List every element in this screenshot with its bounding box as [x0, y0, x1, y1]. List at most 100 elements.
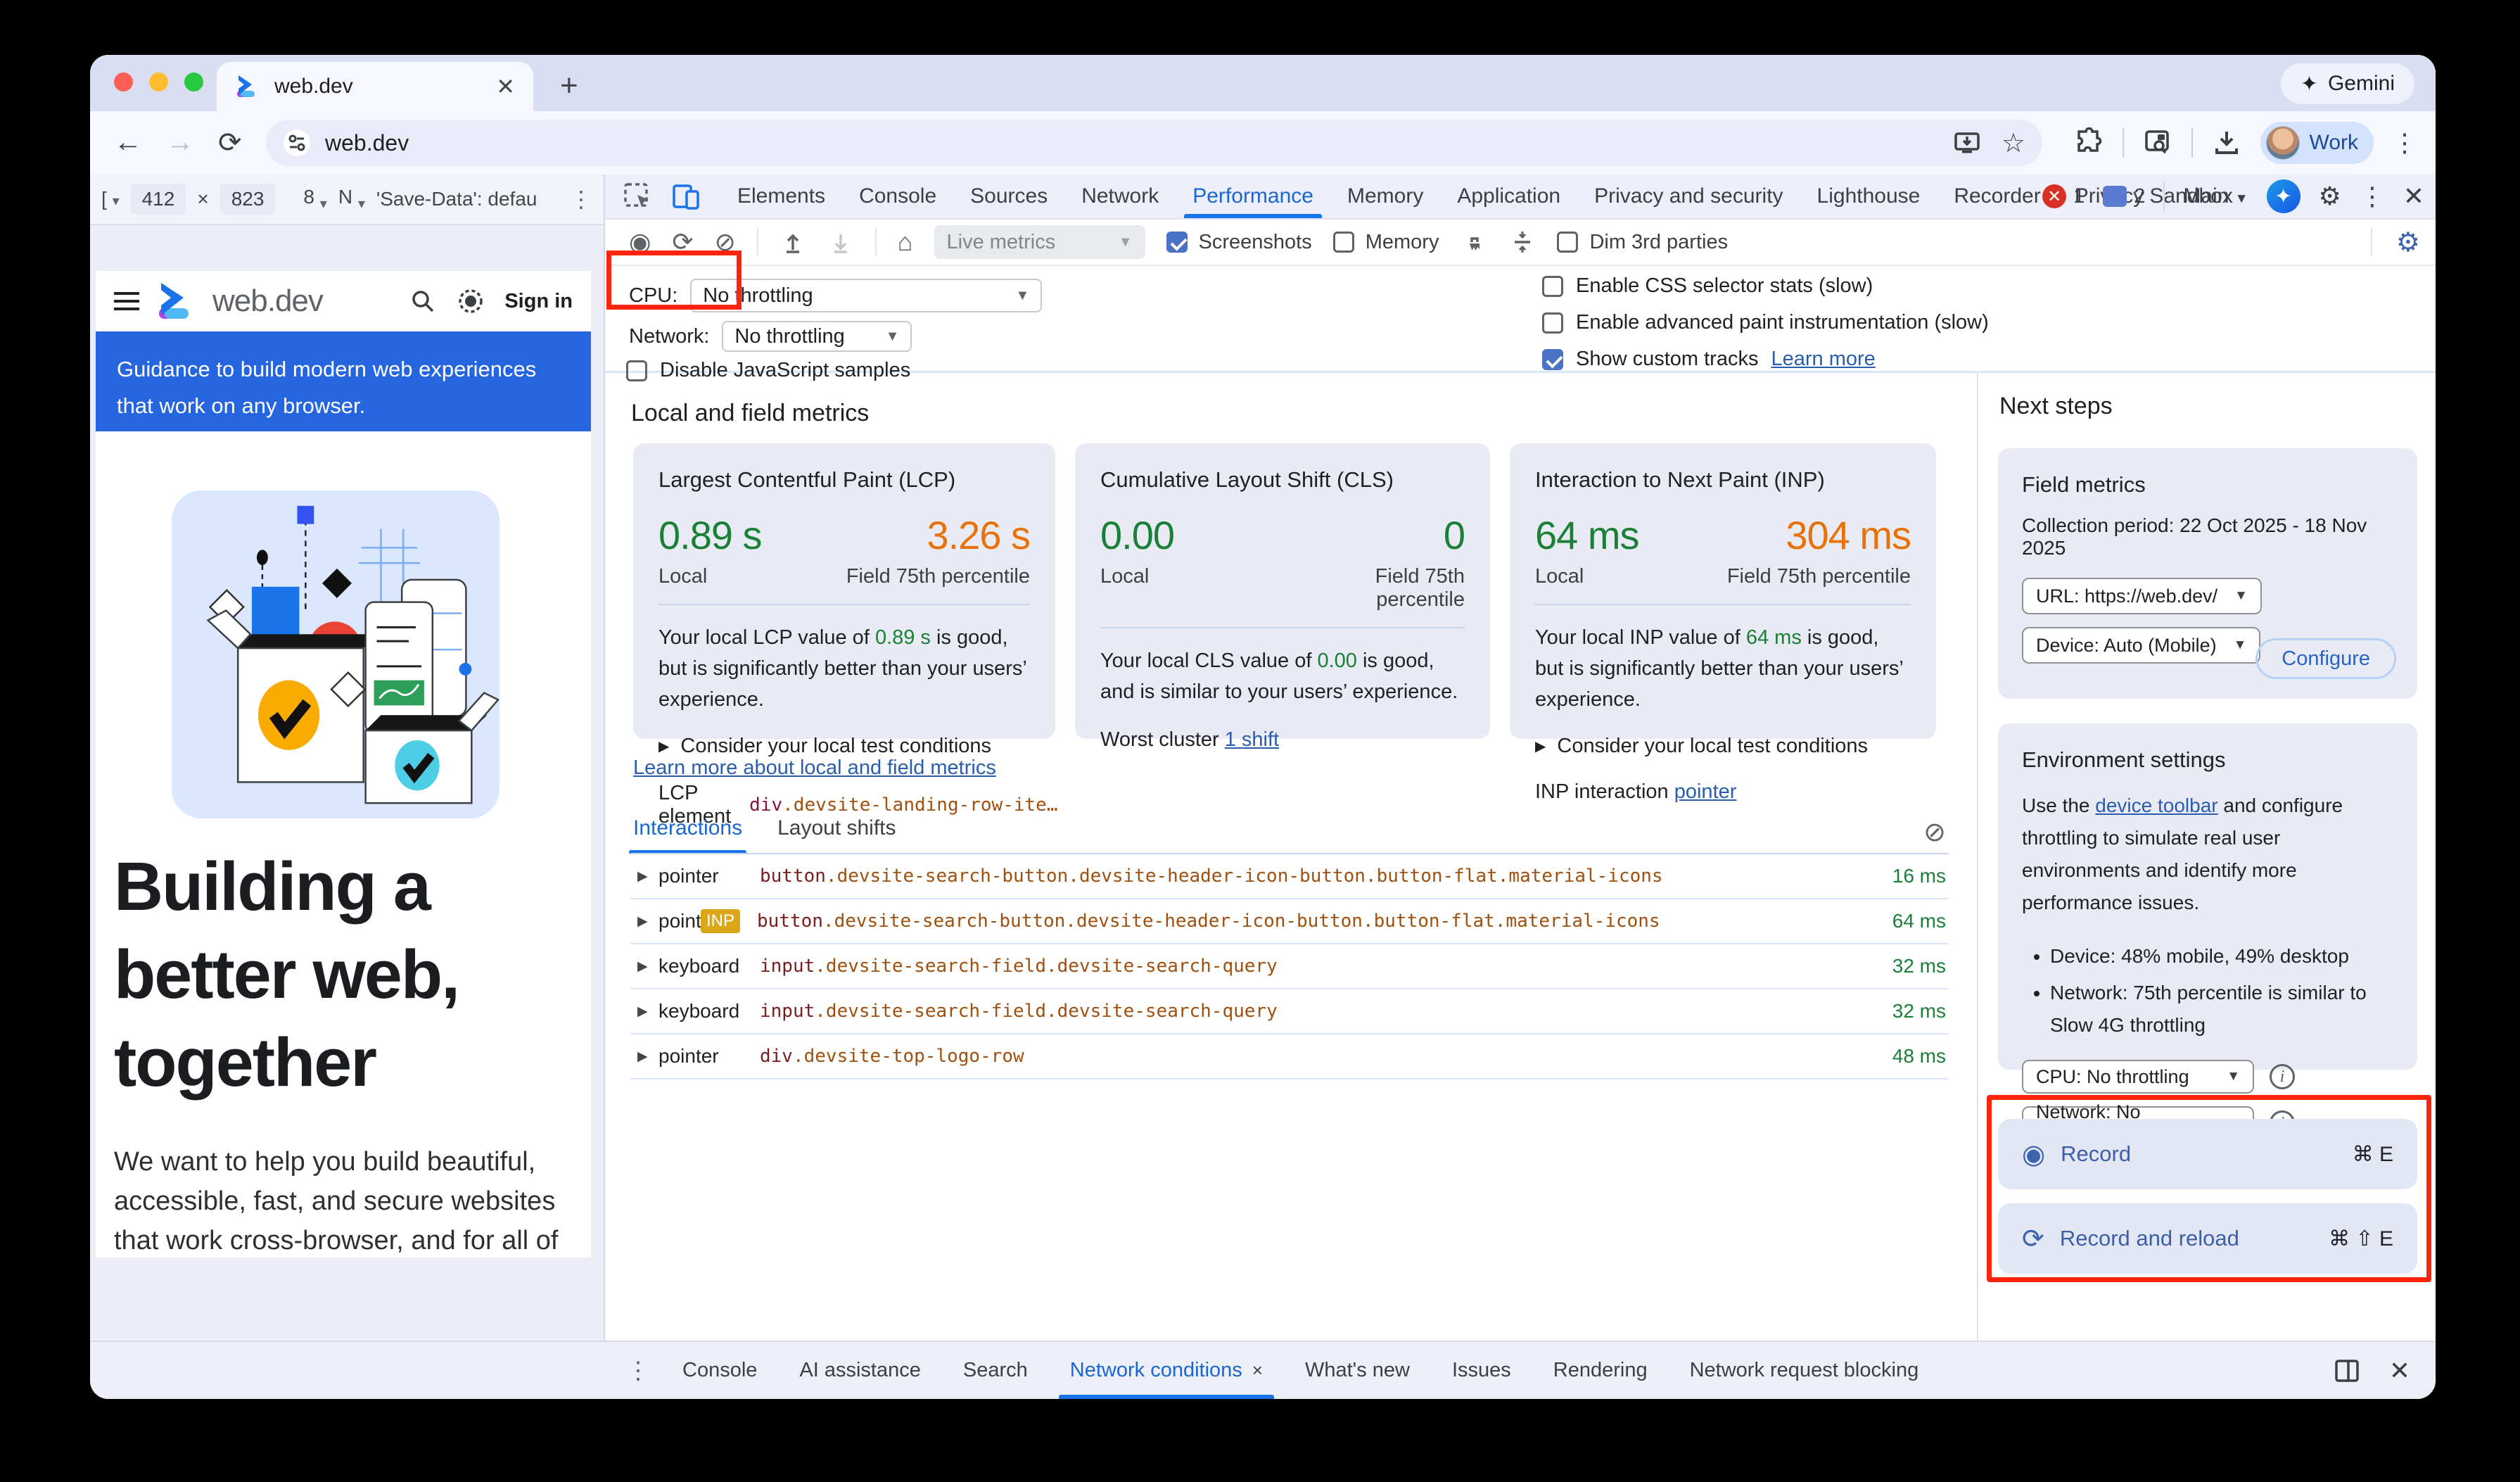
drawer-tab-network-conditions[interactable]: Network conditions ×: [1052, 1342, 1281, 1399]
field-device-select[interactable]: Device: Auto (Mobile) ▼: [2022, 627, 2261, 664]
browser-menu-icon[interactable]: ⋮: [2392, 128, 2417, 157]
interaction-row[interactable]: ▶ pointer div.devsite-top-logo-row 48 ms: [630, 1034, 1949, 1079]
downloads-icon[interactable]: [2211, 127, 2242, 158]
site-settings-icon[interactable]: [283, 129, 311, 157]
inp-interaction-link[interactable]: pointer: [1674, 780, 1737, 803]
css-selector-stats-checkbox[interactable]: [1542, 275, 1563, 297]
dimensions-select[interactable]: [ ▾: [101, 188, 120, 210]
tab-elements[interactable]: Elements: [737, 184, 826, 208]
main-context-select[interactable]: Main ▼: [2183, 184, 2248, 208]
zoom-select[interactable]: 8 ▾: [303, 185, 327, 212]
forward-icon[interactable]: →: [166, 127, 194, 158]
address-bar[interactable]: web.dev ☆: [266, 120, 2042, 166]
inp-expander[interactable]: ▶ Consider your local test conditions: [1535, 735, 1869, 757]
lcp-expander[interactable]: ▶ Consider your local test conditions: [658, 735, 992, 757]
drawer-tab-search[interactable]: Search: [962, 1359, 1028, 1381]
drawer-tab-ai-assistance[interactable]: AI assistance: [799, 1359, 921, 1381]
reload-icon[interactable]: ⟳: [218, 127, 242, 158]
tab-close-icon[interactable]: ✕: [496, 74, 515, 99]
load-profile-icon[interactable]: [779, 229, 806, 255]
profile-chip[interactable]: Work: [2260, 122, 2374, 164]
record-icon[interactable]: ◉: [629, 227, 651, 256]
network-throttle-select[interactable]: No throttling ▼: [722, 321, 912, 352]
interactions-tab[interactable]: Interactions: [628, 816, 747, 854]
new-tab-button[interactable]: +: [560, 68, 578, 103]
save-data-label[interactable]: 'Save-Data': defau: [376, 188, 537, 210]
find-in-page-icon[interactable]: [2142, 127, 2173, 158]
send-to-device-icon[interactable]: [1952, 128, 1982, 158]
field-url-select[interactable]: URL: https://web.dev/▼: [2022, 578, 2262, 614]
interaction-row[interactable]: ▶ keyboard input.devsite-search-field.dev…: [630, 944, 1949, 989]
gc-brush-icon[interactable]: [1460, 228, 1488, 256]
dim-3rd-parties-checkbox[interactable]: [1557, 232, 1579, 253]
collapse-icon[interactable]: [1509, 229, 1536, 255]
maximize-window-button[interactable]: [184, 72, 203, 91]
record-button[interactable]: ◉ Record ⌘ E: [1998, 1119, 2417, 1189]
drawer-tab-network-request-blocking[interactable]: Network request blocking: [1689, 1359, 1919, 1381]
clear-interactions-icon[interactable]: ⊘: [1923, 818, 1946, 847]
memory-checkbox[interactable]: [1332, 232, 1354, 253]
drawer-tab-rendering[interactable]: Rendering: [1553, 1359, 1648, 1381]
devtools-settings-icon[interactable]: ⚙: [2318, 182, 2341, 210]
tab-privacy-security[interactable]: Privacy and security: [1594, 184, 1783, 208]
cpu-throttle-select[interactable]: No throttling ▼: [690, 279, 1043, 312]
worst-cluster-link[interactable]: 1 shift: [1224, 728, 1280, 751]
minimize-window-button[interactable]: [149, 72, 168, 91]
device-toolbar-menu-icon[interactable]: ⋮: [570, 186, 592, 212]
drawer-tab-whats-new[interactable]: What's new: [1304, 1359, 1410, 1381]
tab-console[interactable]: Console: [859, 184, 937, 208]
ai-assistance-icon[interactable]: ✦: [2266, 179, 2301, 213]
layout-shifts-tab[interactable]: Layout shifts: [777, 816, 896, 840]
sign-in-button[interactable]: Sign in: [504, 289, 573, 312]
close-window-button[interactable]: [114, 72, 133, 91]
device-toolbar-icon[interactable]: [670, 180, 702, 213]
devtools-menu-icon[interactable]: ⋮: [2359, 182, 2385, 210]
configure-button[interactable]: Configure: [2255, 638, 2396, 679]
advanced-paint-checkbox[interactable]: [1542, 312, 1563, 334]
interaction-row[interactable]: ▶ keyboard input.devsite-search-field.dev…: [630, 989, 1949, 1034]
tab-sources[interactable]: Sources: [970, 184, 1048, 208]
throttle-select[interactable]: N ▾: [338, 185, 365, 212]
interaction-row[interactable]: ▶ pointer INP button.devsite-search-butto…: [630, 899, 1949, 944]
tab-recorder[interactable]: Recorder: [1954, 184, 2041, 208]
disable-js-samples-checkbox[interactable]: [626, 360, 647, 381]
tab-network[interactable]: Network: [1081, 184, 1159, 208]
device-toolbar-link[interactable]: device toolbar: [2095, 794, 2218, 816]
screenshots-checkbox[interactable]: [1166, 232, 1188, 253]
save-profile-icon[interactable]: [827, 229, 854, 255]
tab-lighthouse[interactable]: Lighthouse: [1816, 184, 1921, 208]
home-live-metrics-icon[interactable]: ⌂: [897, 227, 913, 256]
hamburger-menu-icon[interactable]: [114, 292, 139, 310]
devtools-close-icon[interactable]: ✕: [2403, 182, 2424, 210]
custom-tracks-checkbox[interactable]: [1542, 348, 1563, 370]
learn-more-metrics-link[interactable]: Learn more about local and field metrics: [633, 756, 996, 779]
drawer-tab-issues[interactable]: Issues: [1451, 1359, 1511, 1381]
error-badge-icon[interactable]: ✕: [2042, 184, 2067, 208]
browser-tab-webdev[interactable]: web.dev ✕: [217, 62, 533, 111]
tab-application[interactable]: Application: [1457, 184, 1561, 208]
close-drawer-tab-icon[interactable]: ×: [1252, 1360, 1263, 1381]
clear-icon[interactable]: ⊘: [714, 227, 736, 256]
tab-privacy-sandbox[interactable]: Privacy Sandbox: [2074, 184, 2233, 208]
drawer-tab-console[interactable]: Console: [682, 1359, 758, 1381]
split-panel-icon[interactable]: [2333, 1357, 2361, 1385]
capture-settings-icon[interactable]: ⚙: [2395, 227, 2420, 258]
tab-memory[interactable]: Memory: [1347, 184, 1424, 208]
extensions-icon[interactable]: [2073, 127, 2104, 158]
device-height-field[interactable]: 823: [219, 184, 276, 215]
back-icon[interactable]: ←: [114, 127, 142, 158]
tab-performance[interactable]: Performance: [1176, 175, 1330, 218]
gemini-button[interactable]: ✦ Gemini: [2280, 63, 2414, 104]
record-reload-icon[interactable]: ⟳: [672, 227, 694, 256]
interaction-row[interactable]: ▶ pointer button.devsite-search-button.de…: [630, 854, 1949, 899]
inspect-icon[interactable]: [622, 181, 653, 212]
device-width-field[interactable]: 412: [130, 184, 186, 215]
drawer-close-icon[interactable]: ✕: [2388, 1355, 2410, 1385]
search-icon[interactable]: [409, 287, 437, 315]
lcp-element-code[interactable]: div.devsite-landing-row-ite…: [741, 790, 1067, 820]
bookmark-star-icon[interactable]: ☆: [2001, 128, 2025, 158]
cpu-info-icon[interactable]: i: [2270, 1064, 2295, 1089]
drawer-menu-icon[interactable]: ⋮: [626, 1357, 650, 1384]
message-badge-icon[interactable]: [2103, 186, 2127, 207]
promo-banner[interactable]: Guidance to build modern web experiences…: [96, 331, 591, 431]
